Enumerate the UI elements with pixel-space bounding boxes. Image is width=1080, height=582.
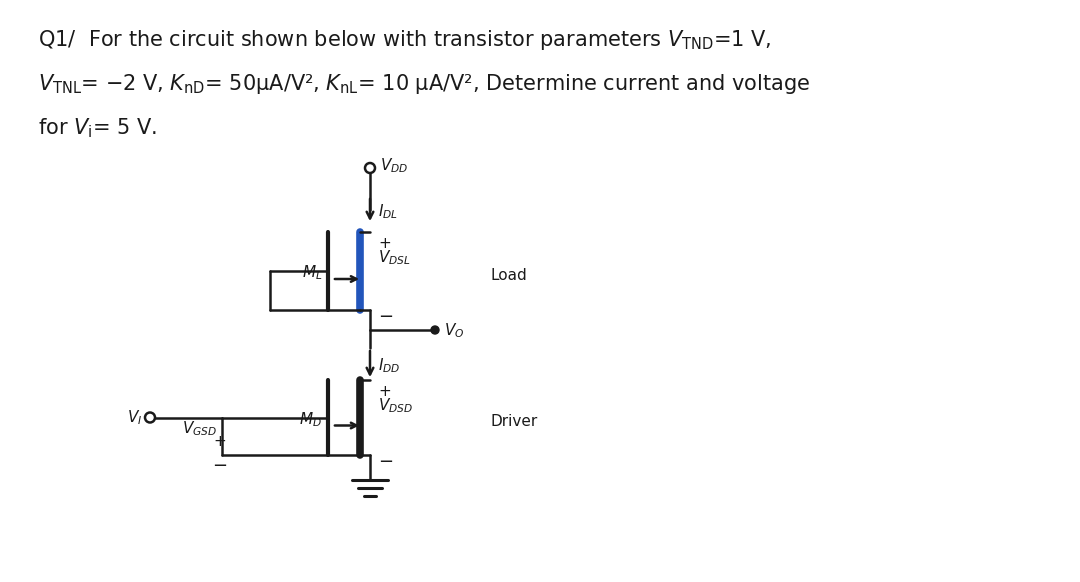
Text: $V_{DSD}$: $V_{DSD}$ [378, 396, 414, 415]
Text: Load: Load [490, 268, 527, 282]
Text: $V_{GSD}$: $V_{GSD}$ [181, 419, 217, 438]
Text: $I_{DL}$: $I_{DL}$ [378, 203, 399, 221]
Text: +: + [378, 236, 391, 251]
Text: −: − [378, 453, 393, 471]
Text: +: + [214, 434, 227, 449]
Text: $V_{DD}$: $V_{DD}$ [380, 156, 408, 175]
Text: −: − [213, 457, 228, 475]
Text: for $V_{\mathregular{i}}$= 5 V.: for $V_{\mathregular{i}}$= 5 V. [38, 116, 157, 140]
Text: $V_{DSL}$: $V_{DSL}$ [378, 248, 410, 267]
Text: $V_O$: $V_O$ [444, 322, 464, 340]
Text: −: − [378, 308, 393, 326]
Text: $M_L$: $M_L$ [301, 264, 322, 282]
Text: $I_{DD}$: $I_{DD}$ [378, 357, 401, 375]
Text: Q1/  For the circuit shown below with transistor parameters $V_{\mathregular{TND: Q1/ For the circuit shown below with tra… [38, 28, 771, 52]
Text: +: + [378, 384, 391, 399]
Circle shape [431, 326, 438, 334]
Text: Driver: Driver [490, 413, 537, 428]
Text: $V_{\mathregular{TNL}}$= $-$2 V, $K_{\mathregular{nD}}$= 50μA/V², $K_{\mathregul: $V_{\mathregular{TNL}}$= $-$2 V, $K_{\ma… [38, 72, 810, 96]
Text: $M_D$: $M_D$ [299, 410, 322, 429]
Text: $V_I$: $V_I$ [126, 408, 141, 427]
